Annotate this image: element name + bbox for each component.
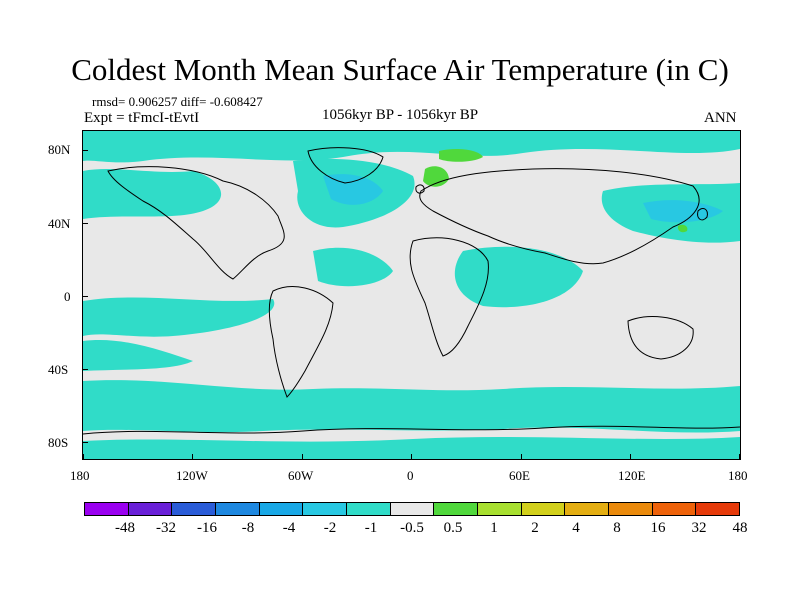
temperature-anomaly-map [83, 131, 740, 459]
negative-anomaly-fields [83, 131, 740, 459]
colorbar-label: -8 [241, 520, 255, 536]
colorbar-cell [521, 503, 566, 515]
eurasia-coast [419, 168, 700, 265]
y-tick-0 [82, 296, 88, 297]
x-tick-180e [739, 454, 740, 460]
x-tick-180w [83, 454, 84, 460]
africa-coast [409, 237, 489, 357]
colorbar-label: 8 [613, 520, 621, 536]
x-tick-0 [411, 454, 412, 460]
north-america-coast [107, 166, 285, 280]
greenland-coast [307, 147, 384, 184]
north-atlantic-core [323, 174, 383, 205]
season-label: ANN [704, 110, 737, 126]
experiment-label: Expt = tFmcI-tEvtI [84, 110, 200, 126]
colorbar-cell [478, 503, 522, 515]
x-tick-120e [630, 454, 631, 460]
colorbar-label: -4 [282, 520, 296, 536]
colorbar [84, 502, 740, 516]
colorbar-cell [85, 503, 129, 515]
colorbar-cell [565, 503, 610, 515]
japan-coast [697, 208, 708, 221]
y-tick-40s [82, 369, 88, 370]
colorbar-label: -16 [197, 520, 217, 536]
y-axis-label-40s: 40S [48, 362, 69, 377]
southern-ocean-band [83, 380, 740, 433]
x-axis-label-180e: 180 [728, 468, 748, 483]
x-axis-label-60e: 60E [509, 468, 530, 483]
colorbar-label: -2 [323, 520, 337, 536]
colorbar-label: -0.5 [400, 520, 424, 536]
colorbar-label: -1 [364, 520, 378, 536]
scandinavia-field [423, 166, 449, 187]
y-axis-label-40n: 40N [48, 216, 71, 231]
x-axis-label-0: 0 [407, 468, 414, 483]
colorbar-label: 1 [490, 520, 498, 536]
positive-anomaly-fields [423, 149, 688, 233]
x-axis-label-120e: 120E [618, 468, 646, 483]
x-axis-label-60w: 60W [288, 468, 314, 483]
north-pacific-core [643, 200, 723, 223]
colorbar-cell [128, 503, 173, 515]
antarctica-coast [83, 425, 740, 435]
arctic-band [83, 131, 740, 163]
south-pacific-field [83, 340, 193, 371]
siberia-field [677, 224, 688, 233]
plot-title: Coldest Month Mean Surface Air Temperatu… [71, 52, 729, 87]
x-tick-60w [302, 454, 303, 460]
tropical-atlantic-field [313, 247, 393, 287]
colorbar-label: 16 [650, 520, 666, 536]
colorbar-cell [259, 503, 304, 515]
colorbar-cell [303, 503, 348, 515]
y-tick-40n [82, 223, 88, 224]
y-axis-label-80n: 80N [48, 142, 71, 157]
colorbar-cell [609, 503, 653, 515]
uk-coast [415, 184, 425, 194]
period-label: 1056kyr BP - 1056kyr BP [322, 107, 479, 123]
colorbar-label: 4 [572, 520, 580, 536]
y-tick-80s [82, 442, 88, 443]
colorbar-cell [216, 503, 260, 515]
x-tick-60e [521, 454, 522, 460]
colorbar-label: 0.5 [443, 520, 463, 536]
statistics-label: rmsd= 0.906257 diff= -0.608427 [92, 94, 263, 109]
y-tick-80n [82, 150, 88, 151]
australia-coast [627, 316, 694, 360]
south-america-coast [268, 286, 334, 398]
tropical-pacific-field [83, 297, 275, 337]
colorbar-cell [172, 503, 217, 515]
colorbar-cell [347, 503, 391, 515]
colorbar-label: -48 [115, 520, 135, 536]
x-axis-label-120w: 120W [176, 468, 208, 483]
north-pacific-field [83, 169, 222, 219]
norwegian-sea-field [439, 149, 483, 162]
x-tick-120w [192, 454, 193, 460]
map-panel [82, 130, 741, 460]
colorbar-label: -32 [156, 520, 176, 536]
y-axis-label-80s: 80S [48, 435, 69, 450]
colorbar-label: 32 [691, 520, 707, 536]
coastlines [83, 147, 740, 435]
colorbar-cell [434, 503, 479, 515]
antarctic-field [83, 437, 740, 459]
x-axis-label-180w: 180 [70, 468, 90, 483]
colorbar-cell [390, 503, 435, 515]
colorbar-label: 48 [732, 520, 748, 536]
colorbar-cell [696, 503, 740, 515]
colorbar-label: 2 [531, 520, 539, 536]
y-axis-label-0: 0 [64, 289, 71, 304]
indian-ocean-field [454, 246, 583, 308]
colorbar-cell [652, 503, 697, 515]
